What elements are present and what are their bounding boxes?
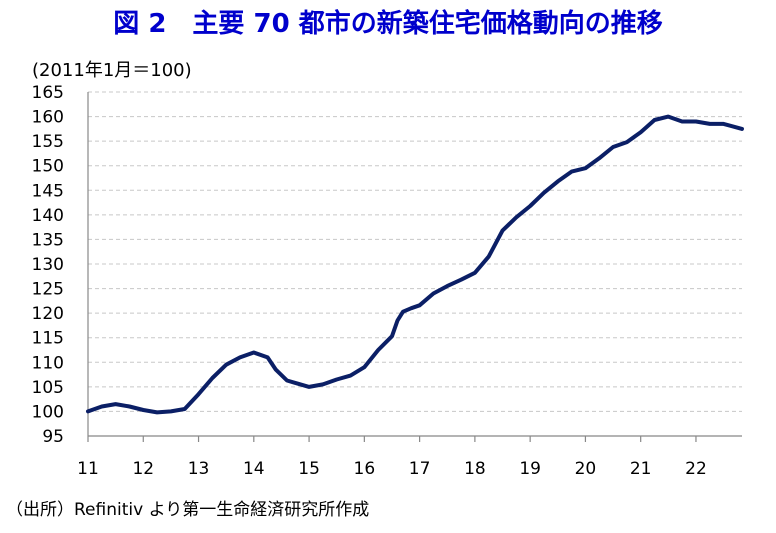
x-tick-label: 21 [630,459,652,479]
x-tick-label: 19 [519,459,541,479]
x-tick-label: 20 [575,459,597,479]
y-tick-label: 135 [32,230,64,250]
price-index-line [86,114,744,415]
y-tick-label: 145 [32,181,64,201]
y-tick-label: 115 [32,329,64,349]
y-tick-label: 165 [32,83,64,103]
y-tick-label: 150 [32,157,64,177]
y-tick-label: 120 [32,304,64,324]
gridlines [88,91,742,412]
x-tick-label: 17 [409,459,431,479]
x-tick-label: 22 [685,459,707,479]
source-note: （出所）Refinitiv より第一生命経済研究所作成 [6,500,369,520]
x-tick-label: 13 [188,459,210,479]
y-tick-label: 155 [32,132,64,152]
x-tick-label: 12 [132,459,154,479]
y-tick-label: 95 [42,427,64,447]
y-tick-label: 105 [32,378,64,398]
axes [87,92,742,437]
x-axis-ticks: 11 12 13 14 15 16 17 18 19 20 21 22 [77,436,707,479]
y-tick-label: 140 [32,206,64,226]
y-tick-label: 160 [32,108,64,128]
unit-label: (2011年1月＝100) [32,60,192,81]
y-tick-label: 125 [32,280,64,300]
y-tick-label: 110 [32,353,64,373]
x-tick-label: 11 [77,459,99,479]
y-tick-label: 100 [32,402,64,422]
y-axis-ticks: 95 100 105 110 115 120 125 130 135 140 145 150 155 16… [32,83,64,447]
chart-title: 図 2 主要 70 都市の新築住宅価格動向の推移 [113,8,662,39]
y-tick-label: 130 [32,255,64,275]
series-layer [86,114,744,415]
x-tick-label: 16 [354,459,376,479]
x-tick-label: 15 [298,459,320,479]
x-tick-label: 14 [243,459,265,479]
x-tick-label: 18 [464,459,486,479]
